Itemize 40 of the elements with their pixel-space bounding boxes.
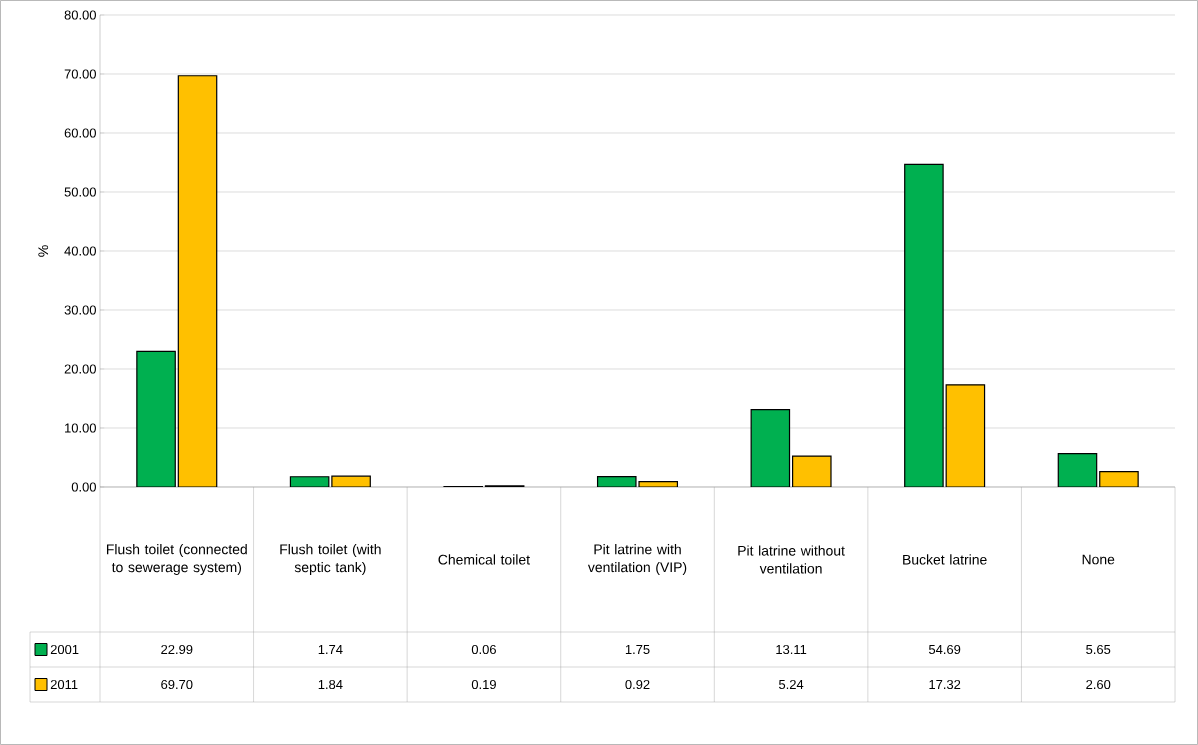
y-tick-label: 70.00 — [64, 69, 96, 79]
y-tick-label: 10.00 — [65, 423, 96, 433]
x-tick-label: Bucket latrine — [903, 554, 987, 565]
bar — [904, 163, 944, 487]
data-label: 22.99 — [161, 644, 193, 655]
y-tick-label: 60.00 — [64, 128, 96, 138]
data-label: 1.75 — [625, 644, 650, 655]
x-tick-label: Flush toilet (with septic tank) — [280, 544, 381, 575]
data-label: 0.19 — [471, 679, 496, 690]
bar — [792, 455, 832, 487]
data-label: 2.60 — [1086, 679, 1111, 690]
legend-label: 2011 — [50, 679, 78, 690]
y-tick-label: 80.00 — [64, 10, 96, 20]
y-tick-label: 50.00 — [64, 187, 96, 197]
x-tick-label: Chemical toilet — [438, 554, 530, 565]
x-tick-label: Pit latrine without ventilation — [738, 545, 845, 574]
data-label: 69.70 — [161, 679, 193, 690]
data-label: 54.69 — [928, 644, 961, 655]
data-label: 0.06 — [471, 644, 496, 655]
y-axis-title: % — [38, 245, 49, 257]
data-label: 5.24 — [778, 679, 804, 690]
x-tick-label: Pit latrine with ventilation (VIP) — [587, 544, 687, 575]
y-tick-label: 20.00 — [64, 364, 96, 374]
data-label: 0.92 — [625, 679, 650, 690]
bar — [136, 350, 176, 487]
legend-label: 2001 — [50, 644, 79, 655]
bar — [750, 409, 791, 487]
data-label: 1.84 — [318, 679, 343, 690]
y-tick-label: 40.00 — [64, 246, 96, 256]
bar — [177, 75, 218, 487]
data-label: 1.74 — [318, 645, 343, 654]
y-tick-label: 0.00 — [71, 482, 96, 492]
data-label: 13.11 — [776, 644, 807, 655]
x-tick-label: Flush toilet (connected to sewerage system) — [106, 544, 247, 575]
y-tick-label: 30.00 — [64, 305, 96, 315]
bar — [945, 384, 986, 487]
data-label: 17.32 — [929, 679, 961, 690]
x-tick-label: None — [1082, 554, 1115, 565]
data-label: 5.65 — [1086, 644, 1111, 655]
bar — [1057, 453, 1098, 487]
